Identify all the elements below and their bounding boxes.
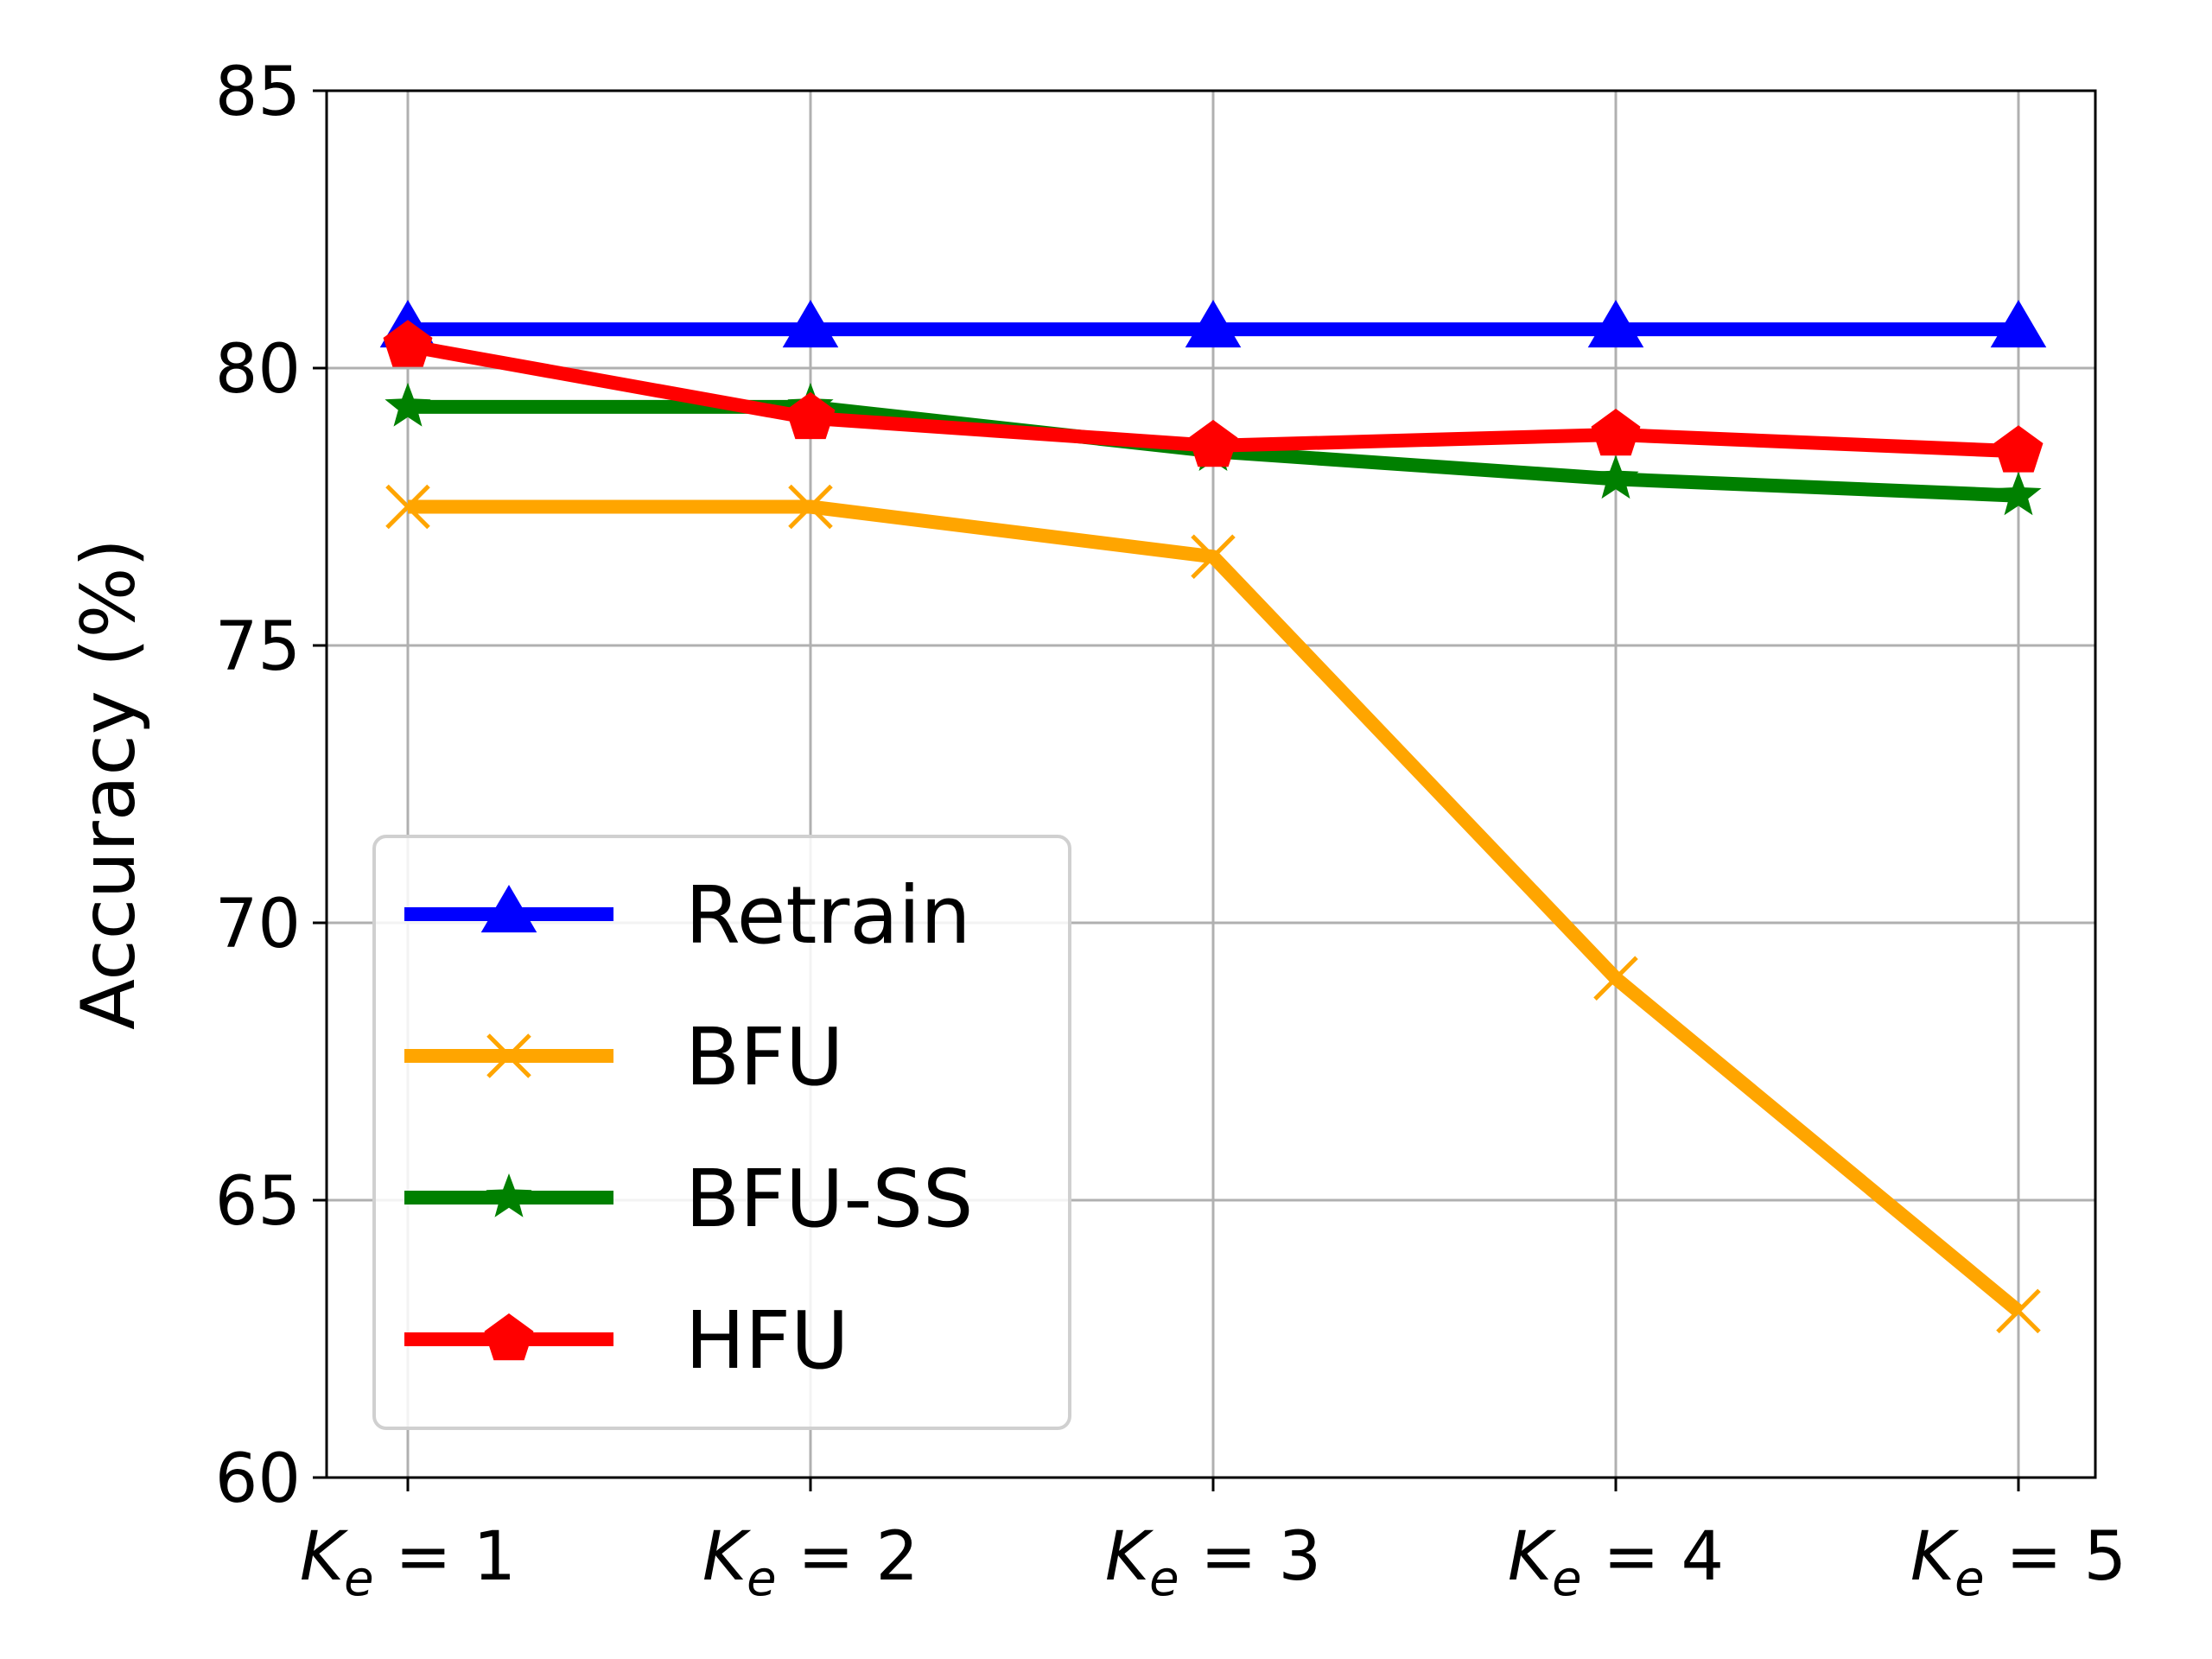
axis-ticks: Ke = 1 Ke = 2 Ke = 3 Ke = 4 Ke = 5 60 65 70 75 80… [215,54,2126,1607]
legend-label: BFU [685,1011,843,1103]
series-retrain [379,300,2047,348]
data-point [1593,956,1638,1001]
data-point [1993,425,2044,473]
legend-item-bfu: BFU [404,1011,843,1103]
y-tick-label: 85 [215,54,301,131]
x-tick-label: Ke = 4 [1508,1518,1724,1607]
x-tick-label: Ke = 3 [1105,1518,1321,1607]
data-point [1995,471,2042,516]
legend-marker [486,1033,531,1078]
y-tick-label: 60 [215,1440,301,1518]
data-point [785,391,836,440]
data-point [1996,1288,2041,1334]
legend-label: BFU-SS [685,1153,973,1245]
data-point [383,320,433,367]
y-tick-label: 80 [215,331,301,409]
x-tick-label: Ke = 1 [300,1518,516,1607]
data-point [1591,409,1641,456]
data-point [1592,454,1639,499]
legend-marker [484,1313,534,1361]
y-axis-label: Accuracy (%) [66,538,152,1030]
legend-marker [480,885,537,933]
data-point [385,484,430,530]
legend-item-bfu-ss: BFU-SS [404,1153,973,1245]
y-tick-label: 70 [215,886,301,963]
x-tick-label: Ke = 2 [702,1518,918,1607]
legend: Retrain BFU BFU-SS HFU [372,835,1071,1430]
legend-item-retrain: Retrain [404,869,971,962]
legend-item-hfu: HFU [404,1294,849,1387]
data-point [782,300,839,348]
plot-frame [325,89,2097,1479]
legend-marker [486,1173,532,1217]
y-tick-label: 65 [215,1163,301,1241]
series-hfu [383,320,2044,473]
x-tick-label: Ke = 5 [1910,1518,2126,1607]
legend-box [372,835,1071,1430]
legend-label: HFU [685,1294,849,1387]
data-point [788,484,833,530]
data-point [385,382,431,427]
series-lines [379,300,2047,1334]
data-point [1990,300,2047,348]
series-bfu [385,484,2041,1334]
y-tick-label: 75 [215,608,301,686]
data-point [1191,534,1236,580]
data-point [1587,300,1644,348]
data-point [1185,300,1242,348]
legend-label: Retrain [685,869,971,962]
data-point [1188,419,1238,467]
